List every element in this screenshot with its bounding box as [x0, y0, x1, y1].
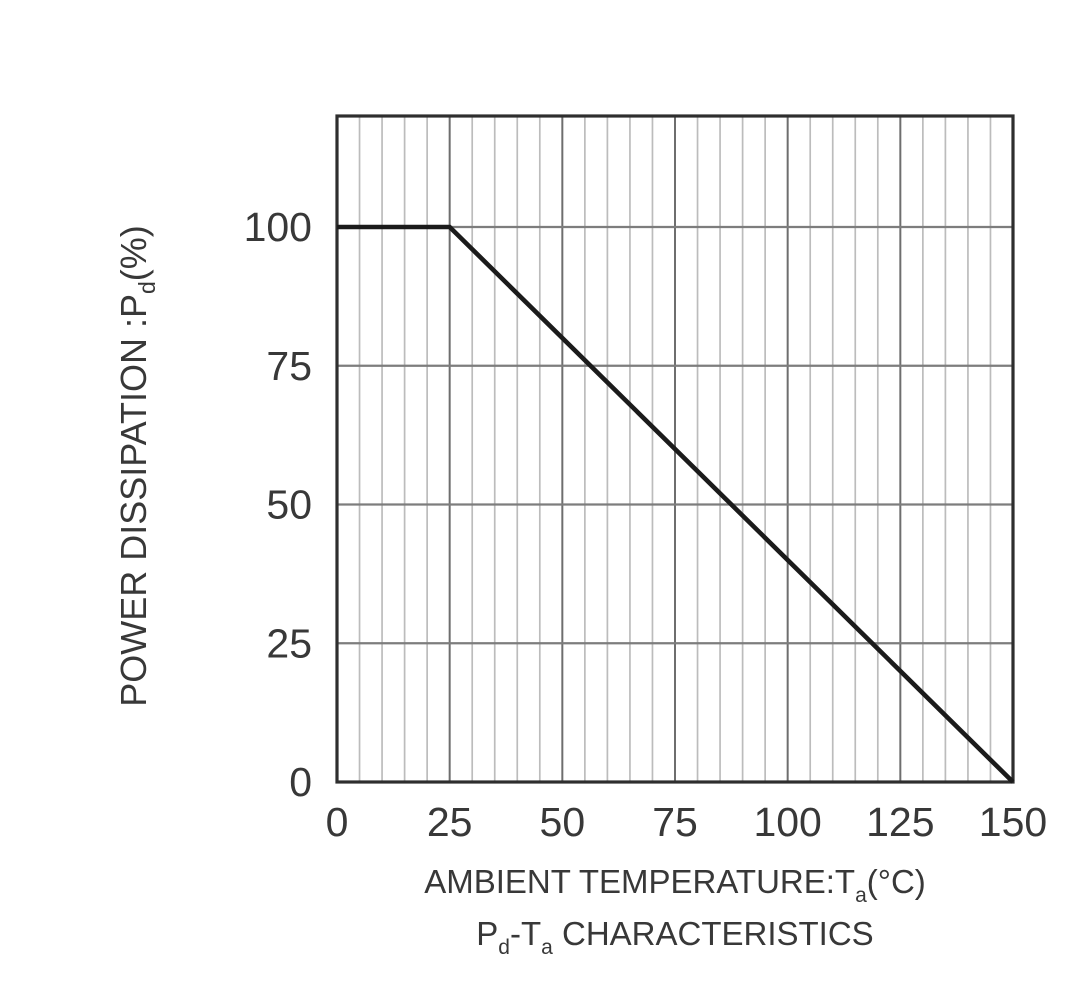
- series-line-pd-derating: [337, 224, 1015, 784]
- x-tick-label-0: 0: [326, 799, 349, 845]
- y-tick-label-75: 75: [266, 343, 312, 389]
- chart-title: Pd-Ta CHARACTERISTICS: [476, 915, 873, 959]
- x-tick-label-50: 50: [540, 799, 586, 845]
- plot-frame: [335, 114, 1015, 784]
- y-axis-label: POWER DISSIPATION :Pd(%): [113, 225, 160, 707]
- x-axis-label: AMBIENT TEMPERATURE:Ta(°C): [424, 863, 926, 907]
- x-tick-label-125: 125: [866, 799, 934, 845]
- y-tick-label-50: 50: [266, 482, 312, 528]
- y-tick-label-25: 25: [266, 620, 312, 666]
- x-tick-label-75: 75: [652, 799, 698, 845]
- x-tick-label-100: 100: [753, 799, 821, 845]
- y-tick-label-100: 100: [244, 204, 312, 250]
- y-tick-label-0: 0: [289, 759, 312, 805]
- x-tick-label-150: 150: [979, 799, 1047, 845]
- x-tick-label-25: 25: [427, 799, 473, 845]
